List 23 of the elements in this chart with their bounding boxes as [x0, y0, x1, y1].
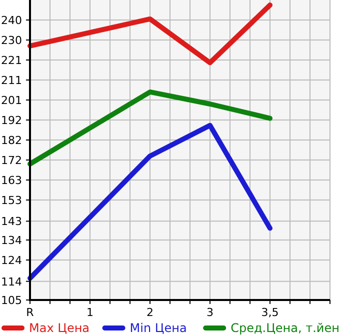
y-tick-label: 124 — [1, 254, 22, 267]
y-tick-label: 105 — [1, 294, 22, 307]
y-tick-label: 134 — [1, 234, 22, 247]
x-tick-label: 1 — [86, 306, 94, 319]
y-tick-label: 172 — [1, 154, 22, 167]
legend-label: Min Цена — [130, 321, 187, 335]
y-tick-label: 201 — [1, 94, 22, 107]
y-tick-label: 192 — [1, 114, 22, 127]
y-tick-label: 221 — [1, 54, 22, 68]
x-tick-label: R — [26, 306, 34, 319]
y-tick-label: 143 — [1, 215, 22, 228]
legend-label: Max Цена — [29, 321, 90, 335]
x-tick-label: 3,5 — [261, 306, 279, 319]
y-tick-label: 230 — [1, 34, 22, 47]
y-tick-label: 153 — [1, 194, 22, 208]
legend-label: Сред.Цена, т.йен — [230, 321, 340, 335]
y-tick-label: 182 — [1, 134, 22, 148]
y-tick-label: 211 — [1, 74, 22, 87]
y-tick-label: 240 — [1, 14, 22, 27]
y-tick-label: 163 — [1, 174, 22, 187]
x-tick-label: 2 — [146, 306, 154, 319]
x-tick-label: 3 — [206, 306, 214, 319]
y-tick-label: 114 — [1, 275, 22, 288]
